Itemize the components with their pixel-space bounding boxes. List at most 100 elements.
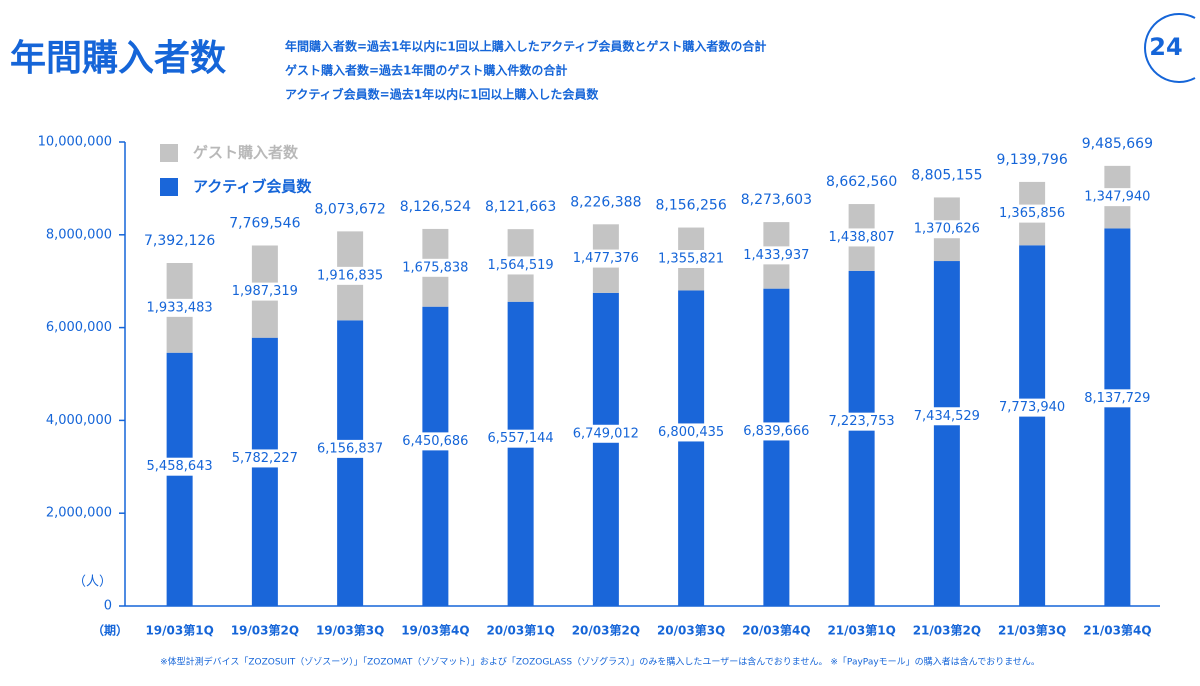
total-label: 9,139,796 [996, 152, 1067, 168]
label-bg [141, 298, 218, 317]
y-tick-label: 8,000,000 [46, 227, 112, 242]
x-tick-label: 19/03第1Q [145, 623, 213, 638]
value-label: 1,916,835 [317, 268, 383, 283]
unit-label: （人） [73, 575, 112, 590]
total-label: 8,121,663 [485, 199, 556, 215]
label-bg [823, 412, 900, 431]
definition: アクティブ会員数=過去1年以内に1回以上購入した会員数 [285, 87, 599, 102]
bar-segment [251, 337, 278, 606]
x-tick-label: 21/03第2Q [913, 623, 981, 638]
label-bg [482, 256, 559, 275]
value-label: 8,137,729 [1084, 391, 1150, 406]
value-label: 1,675,838 [402, 260, 468, 275]
x-tick-label: 20/03第3Q [657, 623, 725, 638]
label-bg [567, 424, 644, 443]
label-bg [141, 457, 218, 476]
value-label: 1,365,856 [999, 206, 1065, 221]
x-tick-label: 20/03第1Q [486, 623, 554, 638]
label-bg [482, 429, 559, 448]
label-bg [226, 282, 303, 301]
bar-segment [166, 352, 193, 606]
x-tick-label: 20/03第2Q [572, 623, 640, 638]
total-label: 8,273,603 [741, 192, 812, 208]
bar-segment [678, 290, 705, 606]
total-label: 9,485,669 [1082, 136, 1153, 152]
total-label: 8,126,524 [400, 199, 471, 215]
value-label: 1,933,483 [147, 300, 213, 315]
footnote: ※体型計測デバイス「ZOZOSUIT（ゾゾスーツ）」「ZOZOMAT（ゾゾマット… [160, 656, 1040, 668]
value-label: 6,800,435 [658, 425, 724, 440]
value-label: 1,438,807 [829, 230, 895, 245]
legend-swatch [160, 178, 178, 196]
y-tick-label: 2,000,000 [46, 506, 112, 521]
value-label: 1,477,376 [573, 251, 639, 266]
x-tick-label: 21/03第3Q [998, 623, 1066, 638]
bar-segment [592, 292, 619, 606]
label-bg [653, 250, 730, 269]
value-label: 7,773,940 [999, 400, 1065, 415]
definition: ゲスト購入者数=過去1年間のゲスト購入件数の合計 [285, 63, 567, 78]
label-bg [312, 439, 389, 458]
total-label: 8,073,672 [314, 201, 385, 217]
value-label: 1,355,821 [658, 252, 724, 267]
value-label: 6,839,666 [743, 424, 809, 439]
value-label: 1,564,519 [488, 258, 554, 273]
legend-swatch [160, 144, 178, 162]
bar-segment [1104, 228, 1131, 607]
value-label: 5,782,227 [232, 451, 298, 466]
legend-label: アクティブ会員数 [193, 178, 312, 196]
y-tick-label: 4,000,000 [46, 413, 112, 428]
label-bg [397, 258, 474, 277]
label-bg [226, 449, 303, 468]
value-label: 1,347,940 [1084, 190, 1150, 205]
value-label: 6,450,686 [402, 434, 468, 449]
bar-segment [1019, 245, 1046, 606]
label-bg [1079, 389, 1156, 408]
x-tick-label: 19/03第2Q [231, 623, 299, 638]
x-tick-label: 20/03第4Q [742, 623, 810, 638]
page-number: 24 [1149, 33, 1182, 61]
label-bg [738, 246, 815, 265]
definition: 年間購入者数=過去1年以内に1回以上購入したアクティブ会員数とゲスト購入者数の合… [285, 39, 766, 54]
total-label: 7,769,546 [229, 215, 300, 231]
total-label: 8,156,256 [655, 198, 726, 214]
total-label: 8,662,560 [826, 174, 897, 190]
bar-segment [422, 306, 449, 606]
total-label: 7,392,126 [144, 233, 215, 249]
total-label: 8,226,388 [570, 194, 641, 210]
label-bg [908, 220, 985, 239]
value-label: 1,370,626 [914, 222, 980, 237]
bar-segment [848, 270, 875, 606]
label-bg [738, 422, 815, 441]
value-label: 1,433,937 [743, 248, 809, 263]
value-label: 7,223,753 [829, 414, 895, 429]
y-tick-label: 10,000,000 [38, 135, 112, 150]
label-bg [653, 423, 730, 442]
slide-title: 年間購入者数 [10, 38, 226, 79]
bar-segment [933, 261, 960, 606]
y-tick-label: 0 [104, 599, 112, 614]
y-tick-label: 6,000,000 [46, 320, 112, 335]
label-bg [567, 249, 644, 268]
label-bg [397, 432, 474, 451]
x-tick-label: 21/03第1Q [827, 623, 895, 638]
bar-segment [763, 288, 790, 606]
label-bg [908, 407, 985, 426]
value-label: 5,458,643 [147, 459, 213, 474]
value-label: 6,156,837 [317, 441, 383, 456]
value-label: 6,557,144 [488, 431, 554, 446]
value-label: 1,987,319 [232, 284, 298, 299]
x-tick-label: 19/03第4Q [401, 623, 469, 638]
label-bg [994, 398, 1071, 417]
value-label: 7,434,529 [914, 409, 980, 424]
bar-segment [337, 320, 364, 606]
legend-label: ゲスト購入者数 [193, 144, 299, 162]
label-bg [312, 266, 389, 285]
x-tick-label: 19/03第3Q [316, 623, 384, 638]
page-circle [1144, 13, 1196, 83]
period-label: （期） [92, 623, 128, 638]
label-bg [994, 204, 1071, 223]
value-label: 6,749,012 [573, 426, 639, 441]
label-bg [1079, 188, 1156, 207]
